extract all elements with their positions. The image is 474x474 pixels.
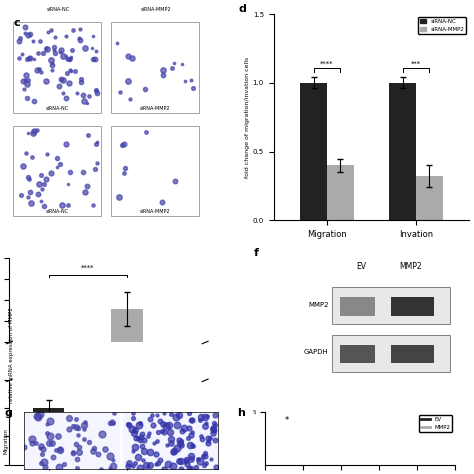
FancyBboxPatch shape <box>13 22 101 113</box>
Text: MMP2: MMP2 <box>308 302 328 308</box>
Legend: siRNA-NC, siRNA-MMP2: siRNA-NC, siRNA-MMP2 <box>418 17 466 34</box>
Text: siRNA-MMP2: siRNA-MMP2 <box>140 209 171 214</box>
Text: g: g <box>5 408 13 418</box>
Bar <box>301 83 327 220</box>
Text: h: h <box>237 408 245 418</box>
Text: ***: *** <box>411 61 421 66</box>
Text: siRNA-NC: siRNA-NC <box>46 106 69 111</box>
Text: siRNA-NC: siRNA-NC <box>46 209 69 214</box>
Text: d: d <box>238 4 246 14</box>
Bar <box>389 83 416 220</box>
Text: siRNA-MMP2: siRNA-MMP2 <box>141 7 172 12</box>
Bar <box>33 409 64 465</box>
FancyBboxPatch shape <box>332 335 450 372</box>
Y-axis label: fold change of migration/invation cells: fold change of migration/invation cells <box>245 57 250 178</box>
Bar <box>111 309 143 469</box>
FancyBboxPatch shape <box>340 345 375 364</box>
Text: c: c <box>13 18 20 28</box>
Text: siRNA-NC: siRNA-NC <box>47 7 70 12</box>
FancyBboxPatch shape <box>332 287 450 324</box>
Bar <box>416 176 443 220</box>
FancyBboxPatch shape <box>340 298 375 316</box>
Text: ****: **** <box>81 265 94 271</box>
FancyBboxPatch shape <box>13 126 101 216</box>
Text: siRNA-MMP2: siRNA-MMP2 <box>140 106 171 111</box>
FancyBboxPatch shape <box>391 298 434 316</box>
Text: *: * <box>284 416 289 425</box>
Text: relative mRNA expression of MMP2: relative mRNA expression of MMP2 <box>9 308 14 403</box>
Text: f: f <box>254 248 259 258</box>
Text: GAPDH: GAPDH <box>304 349 328 355</box>
FancyBboxPatch shape <box>111 126 199 216</box>
Legend: EV, MMP2: EV, MMP2 <box>419 415 452 432</box>
FancyBboxPatch shape <box>391 345 434 364</box>
Bar <box>327 165 354 220</box>
Text: ****: **** <box>320 61 334 66</box>
Text: EV: EV <box>356 262 367 271</box>
Text: MMP2: MMP2 <box>399 262 422 271</box>
Text: Migration: Migration <box>3 428 8 454</box>
FancyBboxPatch shape <box>111 22 199 113</box>
